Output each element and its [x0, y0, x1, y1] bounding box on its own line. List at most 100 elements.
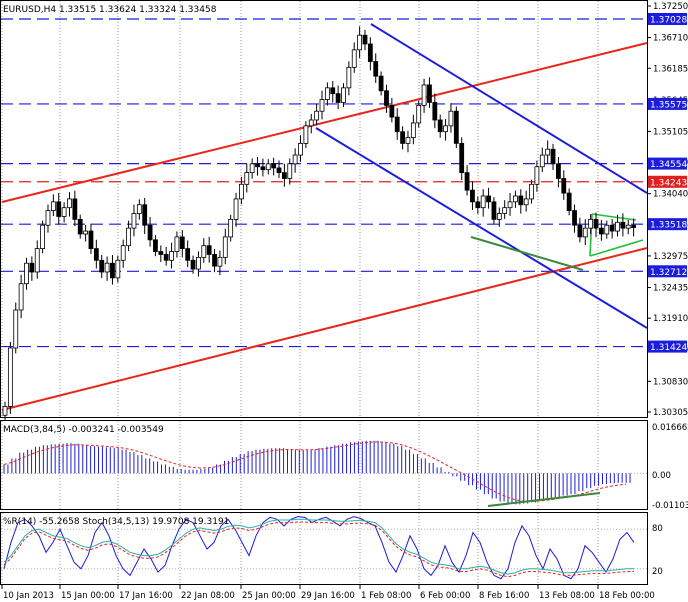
- oscillator-label: %R(14) -55.2658 Stoch(34,5,13) 19.9708 1…: [3, 517, 229, 527]
- level-label-box: [648, 265, 687, 278]
- candle-body: [475, 201, 481, 209]
- candle-body: [335, 93, 341, 103]
- time-label: 13 Feb 08:00: [539, 591, 595, 601]
- level-label-box: [648, 218, 687, 231]
- candle-body: [298, 142, 303, 156]
- candle-body: [18, 283, 24, 311]
- oscillator-lines: [1, 516, 647, 580]
- candle-body: [169, 251, 174, 261]
- candle-body: [126, 227, 131, 247]
- candle-body: [281, 172, 287, 179]
- candle-body: [378, 75, 384, 92]
- candle-body: [448, 110, 454, 127]
- time-axis: 10 Jan 2013 15 Jan 00:00 17 Jan 16:00 22 Ja…: [1, 585, 655, 601]
- candle-body: [265, 163, 271, 171]
- price-label: 1.36710: [653, 34, 688, 44]
- candle-body: [287, 163, 293, 179]
- candle-body: [99, 259, 105, 273]
- candle-body: [351, 49, 357, 68]
- time-label: 15 Jan 00:00: [61, 591, 115, 601]
- green-triangle-top: [591, 213, 637, 221]
- level-label-box: [648, 175, 687, 188]
- candle-body: [201, 245, 207, 258]
- candle-body: [561, 178, 567, 194]
- level-label: 1.31424: [650, 343, 687, 353]
- candle-body: [625, 224, 631, 229]
- candle-body: [244, 172, 250, 185]
- candles: [2, 26, 637, 420]
- candle-body: [185, 248, 191, 261]
- candle-body: [308, 119, 314, 127]
- price-axis: 1.372501.367101.361851.356451.351051.345…: [647, 2, 688, 418]
- level-label: 1.32712: [650, 268, 687, 278]
- candle-body: [255, 163, 260, 168]
- candle-body: [604, 224, 610, 235]
- candle-body: [416, 104, 422, 124]
- candle-body: [190, 259, 196, 270]
- candle-body: [582, 227, 588, 238]
- candle-body: [131, 213, 137, 229]
- candle-body: [142, 204, 148, 226]
- candle-body: [147, 224, 153, 241]
- price-label: 1.36185: [653, 64, 688, 74]
- chart-header: EURUSD,H4 1.33515 1.33624 1.33324 1.3345…: [3, 5, 217, 15]
- candle-body: [410, 122, 416, 138]
- candle-body: [427, 84, 432, 103]
- candle-body: [384, 90, 389, 106]
- candle-body: [389, 104, 395, 118]
- candle-body: [480, 195, 486, 209]
- blue-channel-upper: [370, 23, 648, 194]
- candle-body: [470, 189, 475, 203]
- candle-body: [539, 154, 545, 168]
- candle-body: [239, 183, 244, 200]
- candle-body: [513, 195, 518, 203]
- candle-body: [120, 245, 126, 261]
- osc-tick-80: 80: [652, 524, 663, 534]
- red-channel-upper: [1, 42, 648, 203]
- candle-body: [362, 34, 368, 45]
- candle-body: [588, 218, 594, 229]
- candle-body: [276, 167, 282, 174]
- candle-body: [174, 236, 180, 252]
- candle-body: [303, 125, 309, 144]
- time-label: 6 Feb 00:00: [420, 591, 470, 601]
- candle-body: [24, 262, 29, 285]
- candle-body: [110, 262, 115, 279]
- candle-body: [72, 198, 78, 220]
- candle-body: [534, 166, 540, 185]
- candle-body: [93, 248, 99, 261]
- candle-body: [158, 251, 164, 255]
- candle-body: [373, 61, 379, 77]
- green-triangle-bottom: [589, 239, 644, 257]
- candle-body: [453, 110, 459, 144]
- candle-body: [249, 163, 255, 174]
- macd-tick-zero: 0.00: [652, 471, 671, 481]
- candle-body: [206, 245, 212, 255]
- time-label: 29 Jan 16:00: [301, 591, 355, 601]
- candle-body: [34, 248, 40, 273]
- candle-body: [566, 192, 572, 212]
- candle-body: [394, 116, 400, 133]
- candle-body: [550, 148, 556, 165]
- time-label: 17 Jan 16:00: [119, 591, 173, 601]
- macd-divergence-line: [487, 492, 601, 507]
- candle-body: [2, 406, 8, 416]
- candle-body: [529, 183, 534, 200]
- time-label: 8 Feb 16:00: [479, 591, 529, 601]
- candle-body: [609, 224, 615, 232]
- level-label: 1.34554: [650, 160, 687, 170]
- oscillator-panel-frame: [0, 512, 648, 585]
- candle-body: [45, 210, 51, 226]
- green-divergence-line: [470, 236, 584, 271]
- candle-body: [518, 195, 524, 206]
- candle-body: [153, 239, 158, 252]
- level-labels: 1.37028 1.35575 1.34554 1.34243 1.33518 1.327…: [648, 12, 687, 353]
- candle-body: [29, 262, 35, 273]
- candle-body: [330, 87, 336, 95]
- candle-body: [631, 224, 637, 228]
- candle-body: [400, 131, 405, 144]
- candle-body: [13, 309, 19, 349]
- macd-tick-top: 0.016662: [652, 423, 688, 433]
- level-label: 1.35575: [650, 100, 687, 110]
- macd-signal-line: [3, 441, 627, 503]
